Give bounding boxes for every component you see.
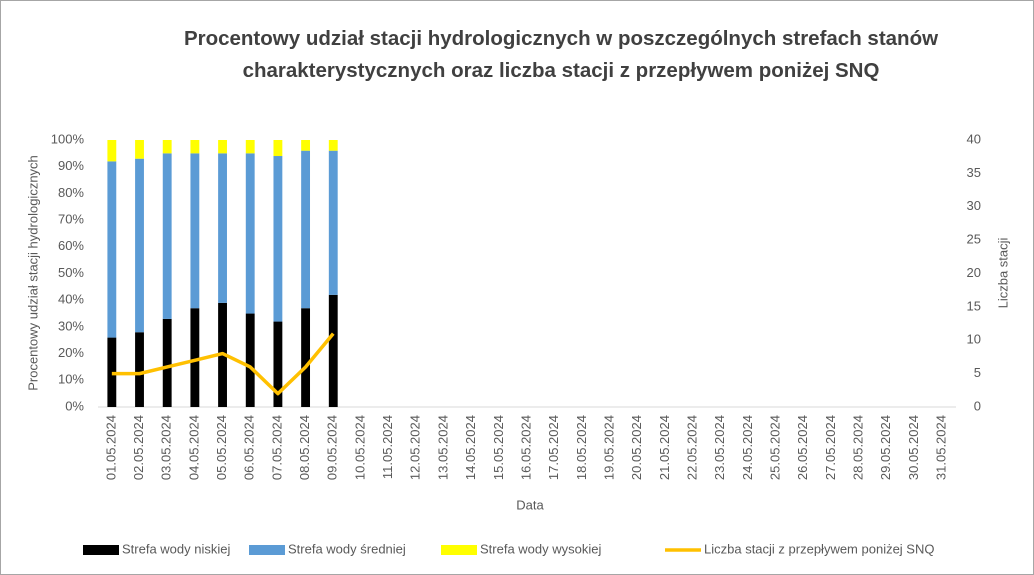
y-tick-label: 50% (58, 265, 84, 280)
y-tick-label: 60% (58, 238, 84, 253)
legend-label: Strefa wody średniej (288, 541, 406, 556)
x-tick-label: 04.05.2024 (186, 415, 201, 480)
x-tick-label: 23.05.2024 (712, 415, 727, 480)
x-tick-label: 08.05.2024 (297, 415, 312, 480)
x-tick-label: 15.05.2024 (491, 415, 506, 480)
bar (190, 308, 200, 407)
bar (107, 161, 117, 338)
y-tick-label: 0% (65, 398, 84, 413)
legend-swatch (441, 545, 477, 555)
x-tick-label: 01.05.2024 (103, 415, 118, 480)
bar (190, 140, 200, 154)
bar (328, 150, 338, 295)
bar (135, 332, 144, 407)
y-tick-label: 100% (51, 131, 85, 146)
line (111, 332, 335, 396)
bar (218, 140, 227, 154)
y-tick-label: 10% (58, 372, 84, 387)
x-tick-label: 27.05.2024 (823, 415, 838, 480)
x-tick-label: 31.05.2024 (934, 415, 949, 480)
x-tick-label: 25.05.2024 (768, 415, 783, 480)
legend-label: Strefa wody wysokiej (480, 541, 601, 556)
x-tick-label: 17.05.2024 (546, 415, 561, 480)
x-tick-label: 26.05.2024 (795, 415, 810, 480)
bar (301, 140, 311, 151)
bar (162, 153, 172, 319)
y-tick-label: 30% (58, 318, 84, 333)
bar (273, 140, 283, 157)
bar (273, 321, 283, 407)
legend-swatch (83, 545, 119, 555)
y2-tick-label: 20 (967, 265, 981, 280)
bar (162, 140, 172, 154)
x-tick-label: 16.05.2024 (518, 415, 533, 480)
x-tick-label: 03.05.2024 (159, 415, 174, 480)
y2-tick-label: 30 (967, 198, 981, 213)
x-tick-label: 14.05.2024 (463, 415, 478, 480)
y2-tick-label: 10 (967, 332, 981, 347)
x-tick-label: 02.05.2024 (131, 415, 146, 480)
bar (218, 153, 227, 303)
bar (245, 313, 255, 407)
bar (301, 150, 311, 309)
x-tick-label: 24.05.2024 (740, 415, 755, 480)
y-axis-title: Procentowy udział stacji hydrologicznych (25, 155, 40, 391)
bar (328, 294, 338, 407)
x-tick-label: 13.05.2024 (435, 415, 450, 480)
x-tick-label: 11.05.2024 (380, 415, 395, 479)
x-tick-label: 07.05.2024 (269, 415, 284, 480)
y-tick-label: 90% (58, 158, 84, 173)
x-tick-label: 30.05.2024 (906, 415, 921, 480)
x-tick-label: 12.05.2024 (408, 415, 423, 480)
bar (190, 153, 200, 309)
bar (107, 140, 117, 162)
bar (245, 153, 255, 314)
y-tick-label: 20% (58, 345, 84, 360)
x-tick-label: 28.05.2024 (851, 415, 866, 480)
legend-label: Strefa wody niskiej (122, 541, 230, 556)
x-tick-label: 18.05.2024 (574, 415, 589, 480)
x-tick-label: 21.05.2024 (657, 415, 672, 480)
bar (273, 156, 283, 322)
bar (245, 140, 255, 154)
x-tick-label: 09.05.2024 (325, 415, 340, 480)
x-tick-label: 10.05.2024 (352, 415, 367, 480)
bar (162, 318, 172, 407)
y-tick-label: 40% (58, 292, 84, 307)
bar (301, 308, 311, 407)
y2-tick-label: 0 (974, 398, 981, 413)
bar (328, 140, 338, 151)
y-tick-label: 80% (58, 185, 84, 200)
x-tick-label: 05.05.2024 (214, 415, 229, 480)
bar (135, 140, 144, 159)
chart-title: Procentowy udział stacji hydrologicznych… (183, 27, 939, 82)
y2-tick-label: 35 (967, 165, 981, 180)
y2-tick-label: 15 (967, 298, 981, 313)
y2-tick-label: 25 (967, 232, 981, 247)
bar (135, 158, 144, 333)
x-tick-label: 22.05.2024 (685, 415, 700, 480)
x-tick-label: 20.05.2024 (629, 415, 644, 480)
x-tick-label: 19.05.2024 (601, 415, 616, 480)
x-tick-label: 06.05.2024 (242, 415, 257, 480)
y2-tick-label: 5 (974, 365, 981, 380)
y-tick-label: 70% (58, 212, 84, 227)
x-axis-title: Data (516, 497, 544, 512)
legend-label: Liczba stacji z przepływem poniżej SNQ (704, 541, 934, 556)
x-tick-label: 29.05.2024 (878, 415, 893, 480)
y2-tick-label: 40 (967, 131, 981, 146)
y2-axis-title: Liczba stacji (995, 237, 1010, 308)
legend-swatch (249, 545, 285, 555)
